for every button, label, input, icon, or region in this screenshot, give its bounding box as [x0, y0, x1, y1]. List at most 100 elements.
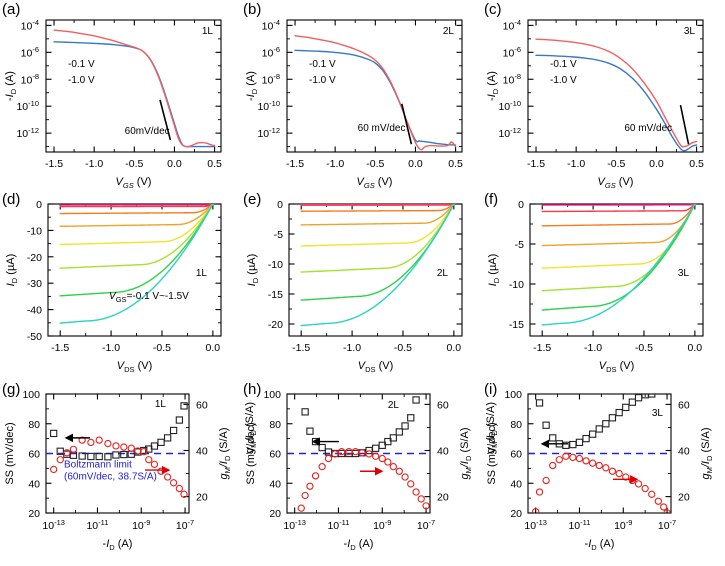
ss-marker: [412, 396, 420, 404]
output-curve: [59, 204, 214, 215]
ss-marker: [569, 440, 577, 449]
left-y-axis-label: SS (mV/dec): [486, 422, 498, 484]
gm-id-marker: [87, 438, 95, 447]
x-tick-label: 10-13: [283, 518, 306, 532]
gm-id-marker: [145, 456, 153, 464]
ss-series: [50, 402, 188, 461]
gm-id-marker: [78, 436, 86, 444]
svg-text:gM/ID (S/A): gM/ID (S/A): [485, 402, 499, 454]
y-tick-label: -40: [27, 305, 42, 317]
svg-text:ID (µA): ID (µA): [246, 254, 260, 287]
y-axis-label: -ID (A): [486, 71, 500, 101]
ss-marker: [595, 425, 603, 433]
panel-g: (g) 20 40 60 80 100 20 40 60 10-13 10-11 10-9 10-7 -I…: [0, 380, 233, 560]
plot-frame: [527, 19, 704, 153]
ss-marker: [634, 394, 643, 402]
gm-id-marker: [163, 473, 172, 481]
x-tick-label: 10-13: [42, 518, 65, 532]
x-tick-label: 0.0: [447, 342, 462, 354]
output-curve: [59, 204, 214, 206]
svg-text:VGS (V): VGS (V): [357, 176, 393, 190]
gm-id-marker: [378, 454, 386, 463]
svg-text:-ID (A): -ID (A): [4, 71, 18, 101]
gm-id-marker: [351, 448, 360, 456]
right-y-tick-label: 60: [437, 399, 449, 411]
panel-letter: (h): [243, 381, 261, 398]
transfer-curve: [535, 38, 698, 148]
svg-text:-ID (A): -ID (A): [486, 71, 500, 101]
x-tick-label: 10-11: [86, 518, 108, 532]
svg-text:SS (mV/dec): SS (mV/dec): [4, 422, 16, 484]
layer-label: 3L: [684, 26, 696, 37]
x-axis-label: -ID (A): [344, 538, 374, 552]
ss-marker: [78, 452, 86, 460]
gm-id-marker: [615, 469, 623, 478]
x-tick-label: -1.0: [343, 342, 361, 354]
gm-id-marker: [407, 480, 415, 488]
panel-i: (i) 20 40 60 80 100 20 40 60 10-13 10-11 10-9 10-7 -I…: [482, 380, 715, 560]
sweep-annotation: VGS=-0.1 V~-1.5V: [109, 291, 189, 304]
legend: -0.1 V -1.0 V: [68, 59, 95, 86]
ss-marker: [575, 438, 584, 446]
x-tick-label: -1.0: [102, 342, 120, 354]
layer-label: 2L: [443, 26, 455, 37]
panel-letter: (c): [484, 1, 502, 18]
y-tick-label: -50: [27, 331, 42, 343]
x-tick-label: -1.5: [527, 158, 545, 170]
svg-text:-ID (A): -ID (A): [585, 538, 615, 552]
svg-text:VGS (V): VGS (V): [598, 176, 634, 190]
output-curve: [300, 204, 455, 226]
gm-id-marker: [150, 460, 159, 468]
x-tick-label: -0.5: [394, 342, 412, 354]
gm-id-marker: [588, 459, 597, 467]
boltzmann-label-line1: Boltzmann limit: [64, 460, 132, 471]
right-y-tick-label: 60: [678, 399, 690, 411]
right-y-axis-label: gM/ID (S/A): [459, 427, 473, 479]
gm-id-marker: [157, 467, 165, 475]
y-tick-label: 0: [277, 199, 283, 211]
y-axis-label: ID (µA): [246, 254, 260, 287]
ss-marker: [157, 438, 165, 446]
output-curve: [541, 204, 696, 326]
gm-id-marker: [127, 444, 135, 452]
gm-id-marker: [69, 445, 78, 453]
layer-label: 1L: [196, 268, 208, 279]
y-tick-label: 10-10: [16, 99, 39, 113]
ss-guide-label: 60 mV/dec: [624, 123, 672, 134]
output-curve: [300, 204, 455, 301]
ss-marker: [549, 434, 557, 442]
x-tick-label: -1.5: [286, 158, 304, 170]
gm-id-marker: [412, 488, 420, 496]
plot-frame: [45, 19, 222, 153]
right-y-tick-label: 20: [437, 492, 449, 504]
panel-letter: (f): [484, 191, 498, 208]
ss-marker: [535, 399, 544, 407]
legend-vds-low: -0.1 V: [309, 59, 336, 70]
x-axis-label: VDS (V): [599, 360, 635, 374]
left-y-tick-label: 40: [269, 478, 281, 490]
gm-id-marker: [120, 443, 128, 451]
panel-letter: (i): [484, 381, 497, 398]
ss-guide-label: 60mV/dec: [125, 126, 170, 137]
y-tick-label: -5: [515, 239, 524, 251]
x-tick-label: 10-13: [524, 518, 547, 532]
y-tick-label: 10-6: [21, 45, 39, 59]
legend-vds-high: -1.0 V: [550, 75, 577, 86]
left-y-tick-label: 20: [269, 508, 281, 520]
gm-id-marker: [422, 502, 430, 510]
y-tick-label: 0: [36, 199, 42, 211]
svg-text:-ID (A): -ID (A): [103, 538, 133, 552]
y-tick-label: -10: [27, 225, 42, 237]
output-curve: [59, 204, 214, 297]
ss-series: [301, 396, 420, 458]
x-tick-label: 10-7: [658, 518, 676, 532]
gm-id-marker: [549, 461, 557, 470]
gm-id-marker: [104, 439, 112, 448]
x-tick-label: -0.5: [635, 342, 653, 354]
x-tick-label: -0.5: [366, 158, 384, 170]
gm-id-marker: [301, 491, 309, 500]
gm-id-marker: [602, 464, 610, 472]
gm-id-marker: [395, 467, 403, 475]
panel-b: (b) 10-4 10-6 10-8 10-10 10-12 -1.5 -1.0 -0.5 0.0…: [241, 0, 474, 196]
